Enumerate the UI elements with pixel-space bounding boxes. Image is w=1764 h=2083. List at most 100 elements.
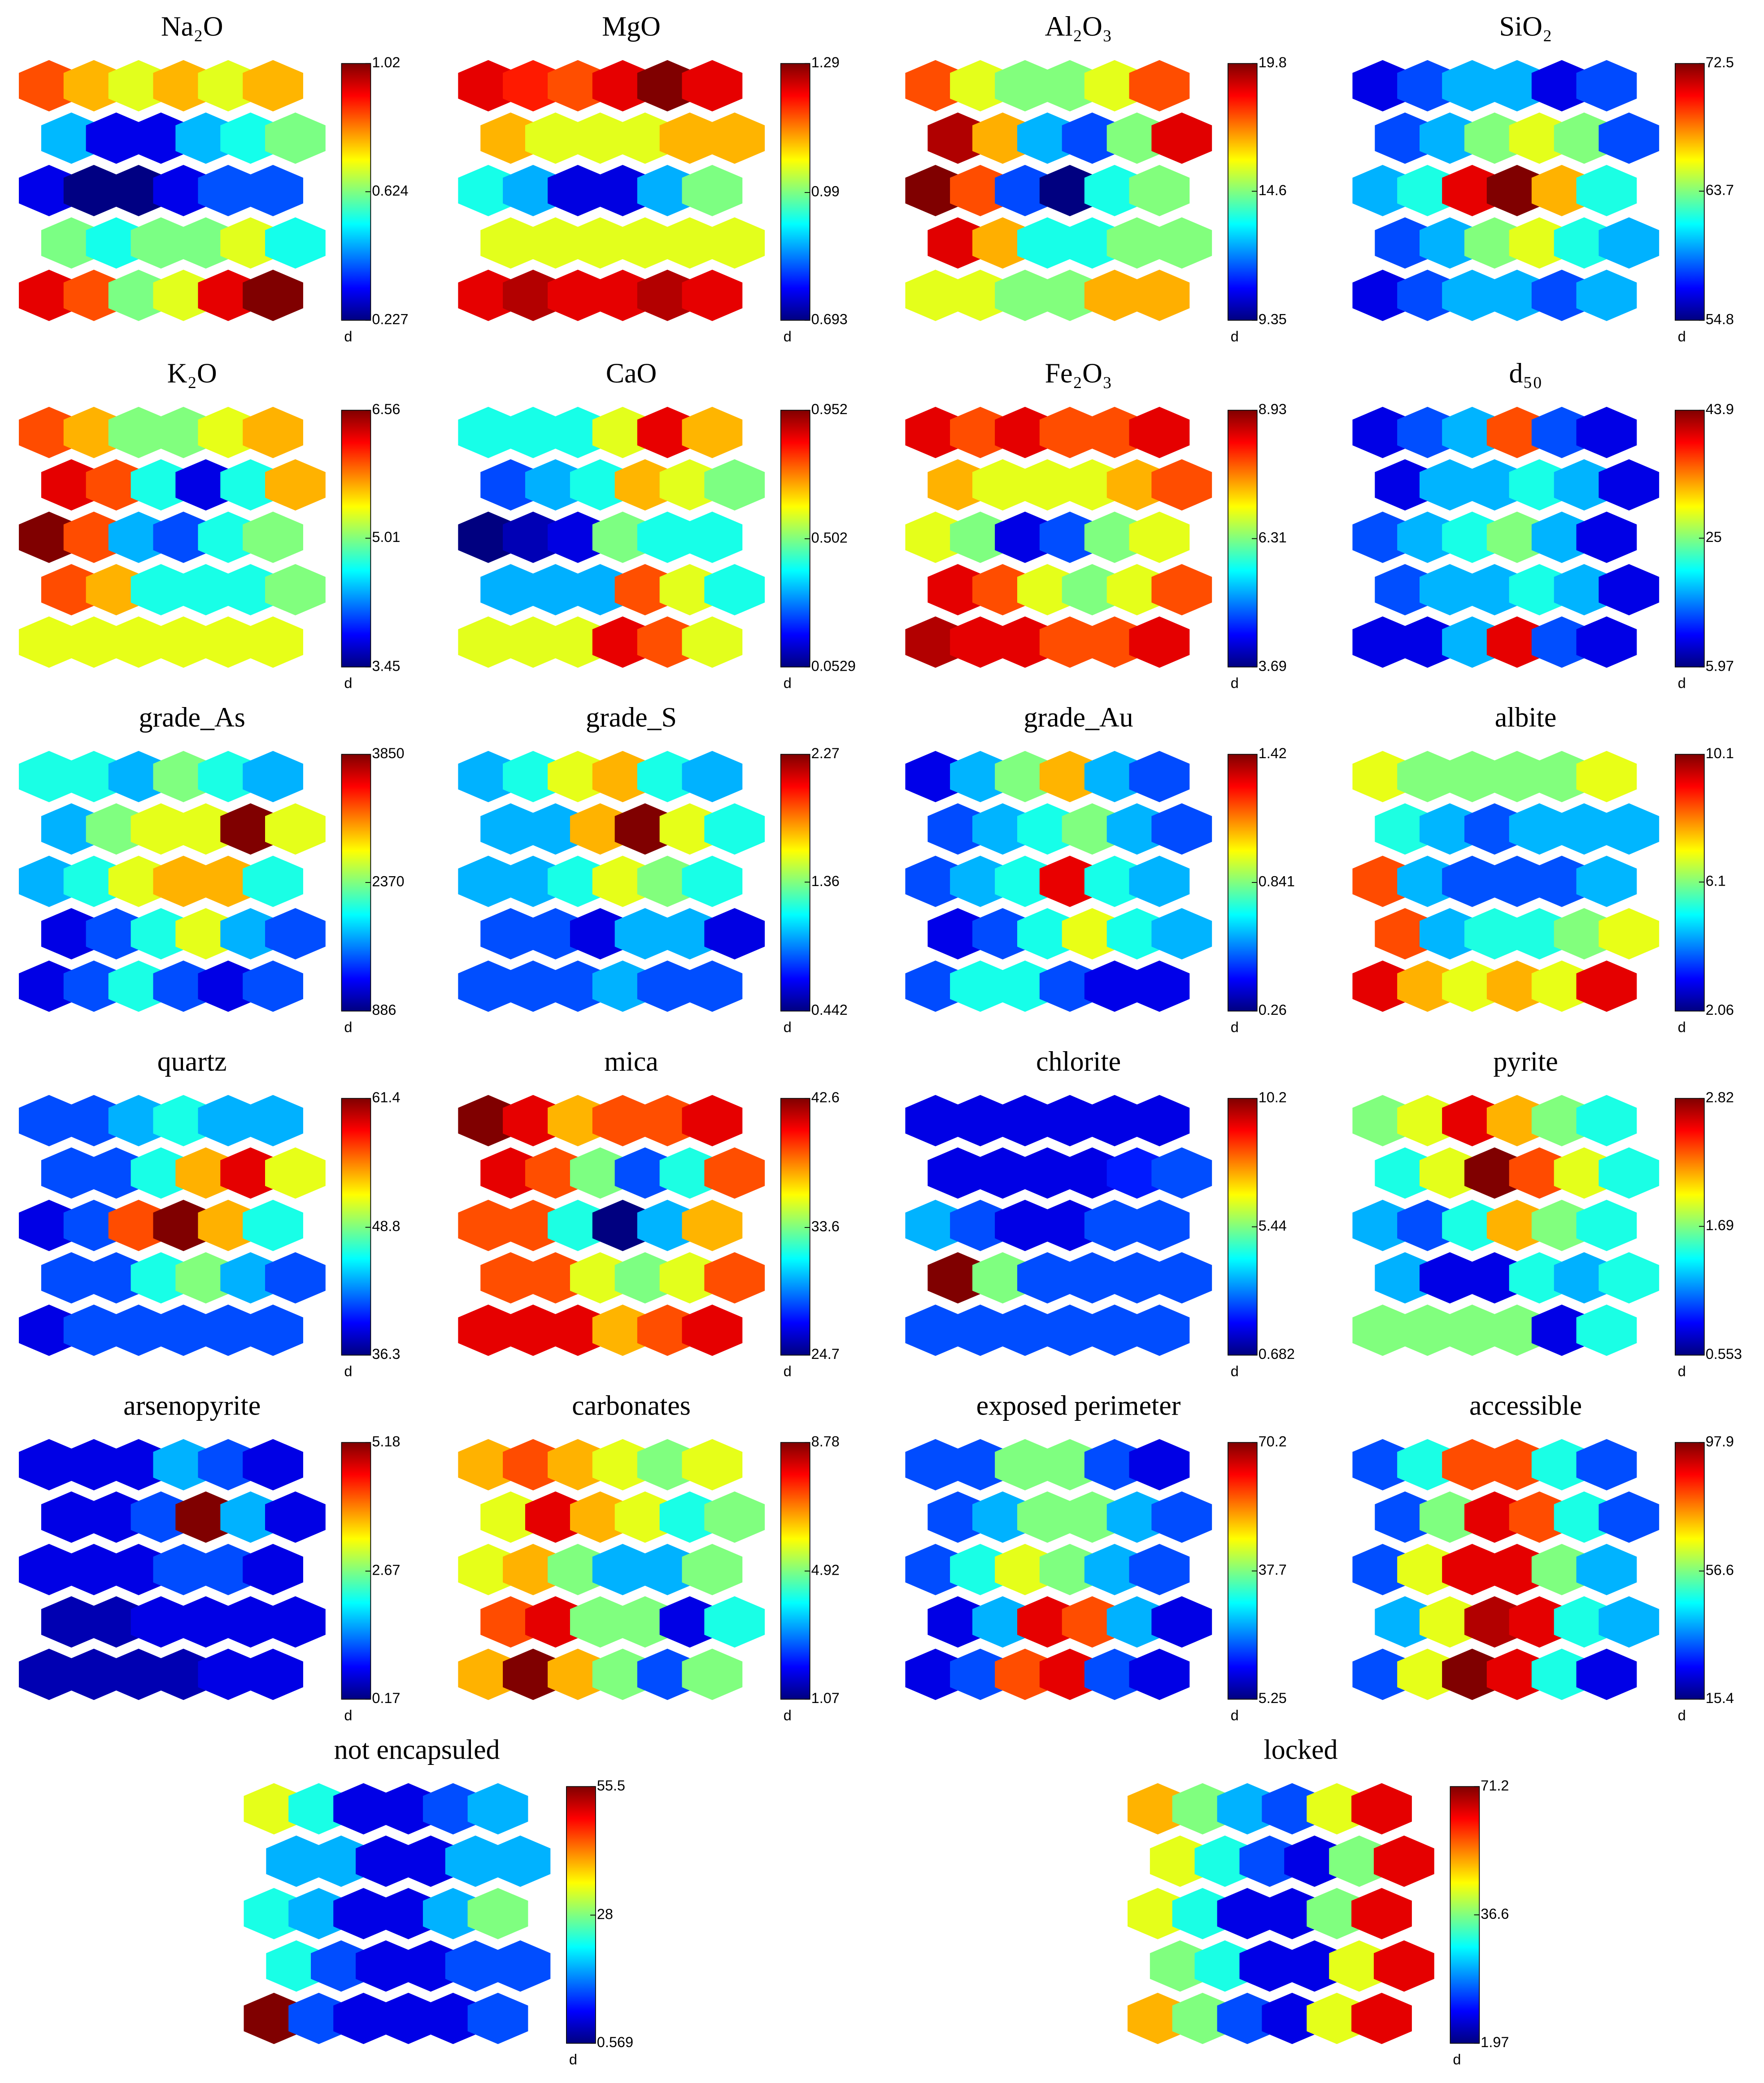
hex-cell: [704, 112, 765, 164]
hex-cell: [704, 217, 765, 269]
colorbar-label: d: [784, 328, 792, 345]
hex-cell: [682, 616, 743, 668]
colorbar-tick-label: 15.4: [1706, 1690, 1734, 1706]
hex-cell: [490, 1940, 551, 1992]
colorbar-tick-label: 5.01: [372, 529, 400, 545]
colorbar-label: d: [1453, 2051, 1461, 2067]
hex-cell: [1151, 1596, 1212, 1648]
colorbar-tick-label: 2.82: [1706, 1089, 1734, 1105]
hex-cell: [1576, 1544, 1637, 1595]
colorbar-tick-label: 3.45: [372, 658, 400, 674]
panel-title: Fe₂O₃: [1045, 358, 1112, 389]
hex-cell: [682, 1200, 743, 1251]
colorbar-tick-label: 19.8: [1259, 54, 1287, 70]
panel-title: SiO₂: [1499, 12, 1552, 42]
hex-cell: [1151, 803, 1212, 855]
hex-cell: [265, 1491, 326, 1543]
panel-title: carbonates: [572, 1390, 691, 1421]
colorbar-tick-label: 54.8: [1706, 311, 1734, 327]
hex-cell: [265, 1252, 326, 1304]
colorbar-tick-label: 42.6: [811, 1089, 840, 1105]
colorbar-label: d: [1678, 1019, 1686, 1035]
hex-cell: [265, 112, 326, 164]
hex-cell: [1129, 406, 1190, 459]
hex-cell: [1576, 270, 1637, 321]
colorbar-tick-label: 8.93: [1259, 401, 1287, 417]
colorbar: [780, 1098, 810, 1356]
hex-cell: [1598, 1491, 1659, 1543]
colorbar-tick-label: 8.78: [811, 1433, 840, 1450]
colorbar-tick-label: 0.693: [811, 311, 848, 327]
hex-cell: [1129, 1200, 1190, 1251]
colorbar: [1675, 63, 1705, 321]
colorbar-tick-label: 37.7: [1259, 1562, 1287, 1578]
hex-cell: [1576, 1648, 1637, 1700]
hex-cell: [1598, 217, 1659, 269]
hex-cell: [265, 459, 326, 511]
colorbar-tick-label: 0.99: [811, 183, 840, 200]
hex-cell: [682, 270, 743, 321]
hex-cell: [704, 564, 765, 616]
colorbar-label: d: [569, 2051, 577, 2067]
hex-cell: [243, 1095, 303, 1147]
colorbar-tick-label: 1.97: [1481, 2034, 1509, 2050]
colorbar-tick-label: 97.9: [1706, 1433, 1734, 1450]
hex-cell: [682, 1095, 743, 1147]
colorbar-tick-label: 43.9: [1706, 401, 1734, 417]
colorbar-tick-label: 0.227: [372, 311, 408, 327]
colorbar-tick-label: 1.69: [1706, 1217, 1734, 1233]
colorbar-tick-label: 1.07: [811, 1690, 840, 1706]
hex-cell: [243, 511, 303, 563]
colorbar-label: d: [1678, 675, 1686, 691]
hex-cell: [243, 616, 303, 668]
panel-title: pyrite: [1493, 1046, 1558, 1077]
hex-cell: [704, 803, 765, 855]
colorbar-tick-label: 0.952: [811, 401, 848, 417]
colorbar-label: d: [344, 1707, 352, 1723]
hex-cell: [1373, 1835, 1434, 1887]
hex-cell: [265, 908, 326, 960]
colorbar-label: d: [784, 1019, 792, 1035]
colorbar-tick-label: 0.569: [597, 2034, 633, 2050]
panel-title: mica: [604, 1046, 658, 1077]
colorbar-tick-label: 63.7: [1706, 182, 1734, 198]
hex-cell: [1351, 1783, 1412, 1835]
colorbar-tick-label: 0.841: [1259, 873, 1295, 890]
colorbar-tick-label: 2.67: [372, 1562, 400, 1578]
hex-cell: [467, 1992, 528, 2044]
hex-cell: [1151, 112, 1212, 164]
hex-cell: [682, 60, 743, 112]
colorbar-tick-label: 24.7: [811, 1346, 840, 1362]
colorbar-tick-label: 4.92: [811, 1562, 840, 1578]
colorbar-tick-label: 1.02: [372, 54, 400, 70]
hex-cell: [243, 1439, 303, 1491]
colorbar-tick-label: 6.1: [1706, 873, 1726, 889]
hex-cell: [1151, 564, 1212, 616]
panel-title: exposed perimeter: [976, 1390, 1181, 1421]
colorbar-tick-label: 25: [1706, 529, 1722, 545]
colorbar: [341, 1098, 371, 1356]
hex-cell: [265, 217, 326, 269]
hex-cell: [1576, 751, 1637, 803]
hex-cell: [243, 1648, 303, 1700]
hex-cell: [1598, 803, 1659, 855]
colorbar-tick-label: 55.5: [597, 1777, 625, 1794]
hex-cell: [704, 1491, 765, 1543]
colorbar-label: d: [1231, 675, 1239, 691]
hex-cell: [1151, 1252, 1212, 1304]
colorbar-tick-label: 70.2: [1259, 1433, 1287, 1450]
hex-cell: [1576, 60, 1637, 112]
hex-cell: [1598, 564, 1659, 616]
panel-title: Na₂O: [161, 12, 223, 42]
colorbar-label: d: [344, 328, 352, 345]
colorbar-tick-label: 5.97: [1706, 658, 1734, 674]
colorbar-tick-label: 0.624: [372, 183, 408, 199]
colorbar-label: d: [344, 1019, 352, 1035]
panel-title: not encapsuled: [334, 1734, 500, 1765]
hex-cell: [1129, 1439, 1190, 1491]
colorbar-tick-label: 71.2: [1481, 1777, 1509, 1794]
hex-cell: [1129, 165, 1190, 216]
hex-cell: [682, 1439, 743, 1491]
colorbar: [341, 63, 371, 321]
